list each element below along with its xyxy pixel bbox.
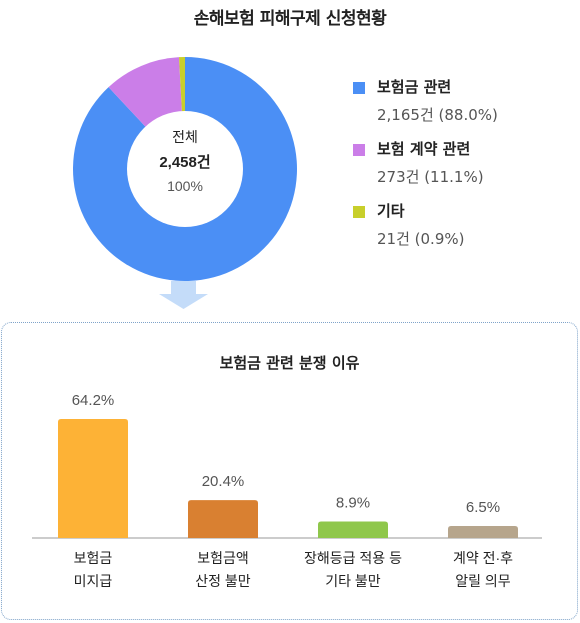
- bar-value-label: 20.4%: [202, 473, 245, 490]
- bar-category-label: 미지급: [74, 573, 113, 589]
- bar: [188, 500, 258, 538]
- legend-swatch: [353, 82, 365, 94]
- donut-center-value: 2,458건: [159, 154, 210, 171]
- bar-category-label: 알릴 의무: [455, 573, 511, 589]
- bar-category-label: 장해등급 적용 등: [304, 550, 402, 566]
- donut-center-percent: 100%: [167, 178, 203, 194]
- legend-name: 기타: [377, 202, 405, 220]
- legend-name: 보험금 관련: [377, 78, 452, 96]
- bar-category-label: 기타 불만: [325, 573, 381, 589]
- legend-name: 보험 계약 관련: [377, 140, 471, 158]
- bar: [58, 419, 128, 538]
- panel-title: 보험금 관련 분쟁 이유: [219, 354, 360, 372]
- bar: [448, 525, 518, 538]
- legend-value: 2,165건 (88.0%): [377, 106, 498, 124]
- bar-category-label: 보험금액: [197, 550, 249, 566]
- donut-center-label: 전체: [172, 129, 198, 145]
- bar-category-label: 산정 불만: [195, 573, 251, 589]
- legend-value: 273건 (11.1%): [377, 168, 484, 186]
- bar-value-label: 64.2%: [72, 392, 115, 409]
- breakdown-panel: [1, 322, 578, 620]
- donut-hole: [127, 111, 243, 227]
- bar-value-label: 8.9%: [336, 495, 370, 512]
- bar-category-label: 보험금: [74, 550, 113, 566]
- bar-value-label: 6.5%: [466, 499, 500, 516]
- chart-title: 손해보험 피해구제 신청현황: [193, 9, 387, 29]
- legend-swatch: [353, 206, 365, 218]
- legend-value: 21건 (0.9%): [377, 230, 465, 248]
- down-arrow-icon: [159, 281, 208, 309]
- legend-swatch: [353, 144, 365, 156]
- bar-category-label: 계약 전·후: [453, 550, 513, 566]
- donut-chart: 전체 2,458건 100%: [73, 57, 298, 281]
- bar: [318, 521, 388, 538]
